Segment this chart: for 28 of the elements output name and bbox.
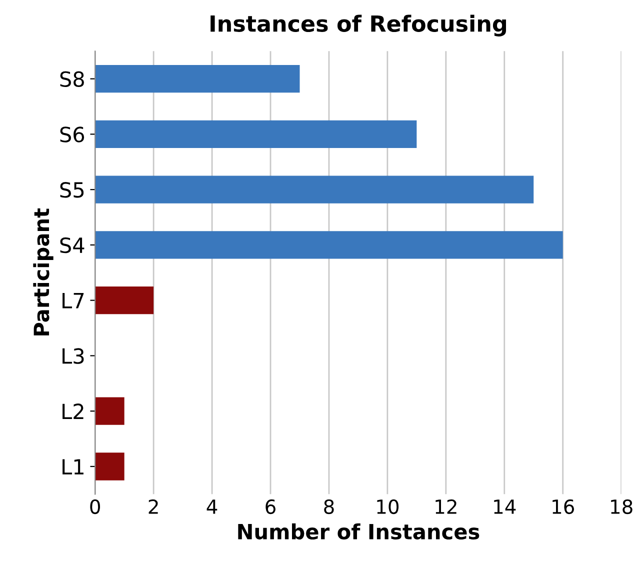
chart-title: Instances of Refocusing: [210, 14, 506, 36]
y-tick-label: L7: [62, 293, 84, 308]
x-tick-label: 12: [436, 499, 456, 514]
y-tick-label: L3: [62, 348, 84, 364]
x-tick-label: 16: [552, 499, 574, 514]
x-tick-label: 10: [377, 499, 399, 514]
x-tick-label: 14: [494, 500, 516, 514]
x-tick-label: 8: [324, 499, 334, 514]
bar: [95, 176, 534, 204]
bar: [95, 452, 124, 480]
x-tick-label: 4: [206, 500, 218, 514]
bar: [95, 286, 154, 314]
bar: [95, 397, 124, 425]
y-tick-label: L1: [62, 459, 84, 474]
x-tick-label: 6: [266, 499, 276, 514]
y-tick-label: S8: [60, 71, 84, 88]
bar: [95, 120, 417, 148]
bar: [95, 231, 563, 259]
y-tick-label: L2: [62, 404, 84, 420]
x-tick-label: 2: [148, 499, 158, 514]
x-axis-title: Number of Instances: [238, 523, 480, 540]
y-tick-label: S4: [60, 237, 84, 254]
y-tick-label: S5: [60, 182, 84, 198]
y-tick-label: S6: [60, 126, 84, 142]
x-tick-label: 0: [90, 499, 100, 514]
bar: [95, 64, 300, 93]
x-tick-label: 18: [611, 499, 632, 514]
y-axis-title: Participant: [33, 208, 54, 336]
